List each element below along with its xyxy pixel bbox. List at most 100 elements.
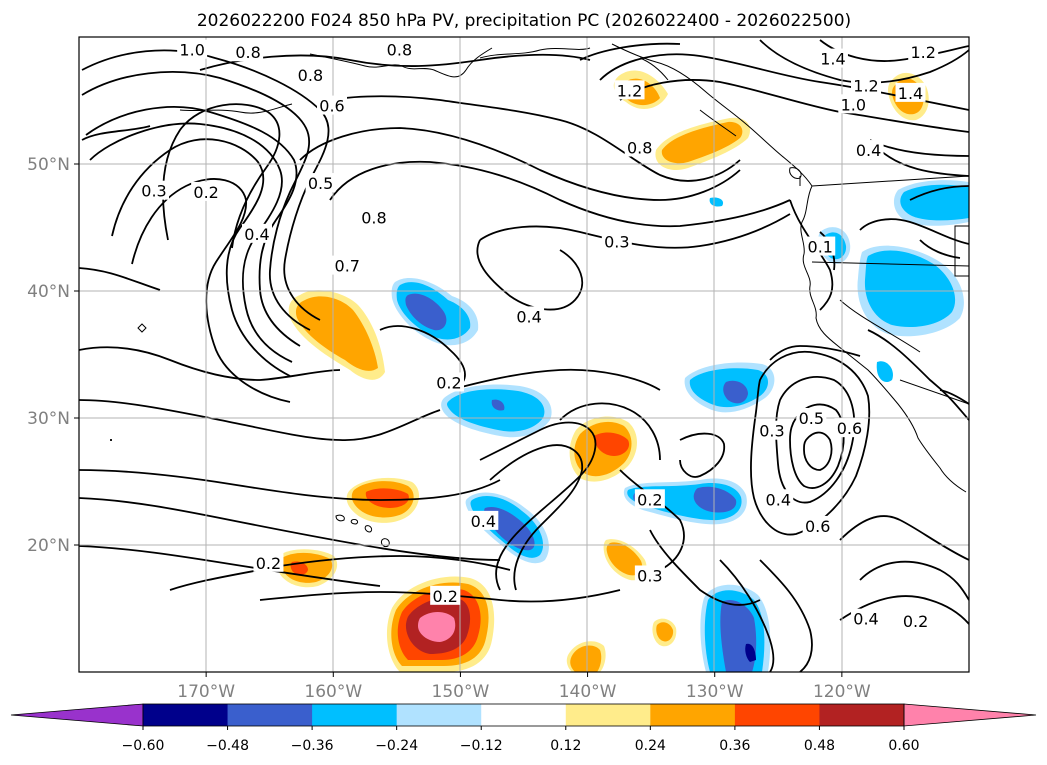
contour-label: 0.6 xyxy=(802,515,833,536)
map-frame xyxy=(78,36,970,673)
contour-label-text: 1.4 xyxy=(898,84,923,103)
contour-label: 0.2 xyxy=(900,611,931,631)
contour-label-halo xyxy=(624,137,655,157)
contour-label: 0.5 xyxy=(796,408,827,428)
colorbar-label: 0.24 xyxy=(635,738,666,754)
contour-label-halo xyxy=(805,236,836,256)
contour-label-halo xyxy=(601,231,632,251)
contour-label-halo xyxy=(763,489,794,509)
contour-label-text: 1.4 xyxy=(820,50,845,69)
precip-shading xyxy=(275,70,969,672)
precip-blob-11 xyxy=(569,416,637,482)
contour-label: 0.4 xyxy=(242,223,272,244)
colorbar-label: 0.48 xyxy=(804,738,835,754)
contour-label: 0.8 xyxy=(624,137,655,157)
contour-label: 1.0 xyxy=(177,39,208,60)
contour-label-text: 0.8 xyxy=(627,138,652,157)
contour-label: 0.3 xyxy=(139,180,170,201)
contour-label-halo xyxy=(514,306,545,326)
contour-label-text: 1.2 xyxy=(853,76,878,95)
contour-label: 0.4 xyxy=(468,510,499,531)
colorbar-extend-high xyxy=(903,703,1037,727)
precip-blob-21 xyxy=(491,197,893,411)
colorbar-segment xyxy=(565,704,651,726)
contour-label: 0.5 xyxy=(305,173,336,193)
x-tick-label: 170°W xyxy=(177,682,235,702)
contour-label-halo xyxy=(834,418,865,438)
contour-label-text: 0.5 xyxy=(799,409,824,428)
contour-label: 0.2 xyxy=(253,552,284,573)
colorbar-segment xyxy=(819,704,905,726)
contour-label: 0.2 xyxy=(430,585,461,606)
contour-label-text: 0.7 xyxy=(335,257,360,276)
colorbar-segment xyxy=(734,704,820,726)
colorbar-frame xyxy=(142,703,905,727)
contour-label-text: 0.3 xyxy=(759,422,784,441)
contour-label-halo xyxy=(177,39,208,59)
contour-label: 0.7 xyxy=(332,255,363,276)
contour-label-halo xyxy=(908,42,939,62)
contour-label-text: 0.3 xyxy=(141,182,166,201)
precip-blob-20 xyxy=(700,584,771,672)
y-tick-label: 50°N xyxy=(27,155,70,175)
colorbar-label: 0.60 xyxy=(888,738,919,754)
contour-label: 0.2 xyxy=(191,181,222,202)
contour-label-text: 0.5 xyxy=(308,174,333,193)
x-tick-label: 150°W xyxy=(432,682,490,702)
precip-blob-5 xyxy=(893,180,969,226)
contour-label-text: 0.4 xyxy=(471,512,496,531)
contour-label-text: 0.6 xyxy=(805,517,830,536)
map-background xyxy=(79,37,969,672)
contour-label: 1.2 xyxy=(851,75,882,95)
contour-label-halo xyxy=(233,42,264,62)
contour-label-text: 0.2 xyxy=(256,554,281,573)
contour-label-text: 0.1 xyxy=(808,238,833,257)
contour-label-text: 1.2 xyxy=(617,81,642,100)
y-tick-labels: 50°N 40°N 30°N 20°N xyxy=(27,155,79,556)
contour-label-halo xyxy=(317,95,348,115)
contour-label-halo xyxy=(796,408,827,427)
contour-label: 1.2 xyxy=(908,42,939,62)
contour-label-text: 0.8 xyxy=(361,208,386,227)
colorbar-segment xyxy=(143,704,229,726)
colorbar-extend-low xyxy=(10,703,144,727)
colorbar-label: −0.12 xyxy=(460,738,503,754)
contour-label: 1.0 xyxy=(838,94,869,114)
contour-label: 0.4 xyxy=(763,489,794,509)
colorbar-segment xyxy=(312,704,398,726)
colorbar-label: −0.60 xyxy=(122,738,165,754)
contour-label-halo xyxy=(332,255,363,275)
contour-label-text: 0.4 xyxy=(853,610,878,629)
contour-label-text: 0.6 xyxy=(319,97,344,116)
contour-label-text: 0.4 xyxy=(766,490,791,509)
precip-blob-1 xyxy=(288,290,385,380)
pv-contours xyxy=(79,39,969,672)
x-tick-labels: 170°W 160°W 150°W 140°W 130°W 120°W xyxy=(177,672,871,702)
y-tick-label: 40°N xyxy=(27,282,70,302)
contour-label: 0.2 xyxy=(634,489,665,509)
contour-label: 0.4 xyxy=(853,140,884,160)
x-tick-label: 120°W xyxy=(813,682,871,702)
colorbar-label: 0.12 xyxy=(550,738,581,754)
contour-label-text: 1.2 xyxy=(911,43,936,62)
x-tick-label: 160°W xyxy=(304,682,362,702)
colorbar-label: 0.36 xyxy=(719,738,750,754)
precip-blob-19 xyxy=(652,618,677,647)
contour-label: 0.8 xyxy=(233,42,264,62)
colorbar-segment xyxy=(650,704,736,726)
contour-label-halo xyxy=(242,223,272,243)
chart-title: 2026022200 F024 850 hPa PV, precipitatio… xyxy=(197,11,851,31)
contour-label: 0.3 xyxy=(634,565,665,585)
contour-label: 0.6 xyxy=(317,95,348,116)
contour-label-text: 0.8 xyxy=(387,41,412,60)
contour-label-text: 0.4 xyxy=(244,225,269,244)
contour-label-text: 0.2 xyxy=(436,373,461,392)
colorbar-segment xyxy=(481,704,567,726)
colorbar: −0.60 −0.48 −0.36 −0.24 −0.12 0.12 0.24 0.36 0.4… xyxy=(10,703,1037,754)
contour-label-halo xyxy=(295,65,326,85)
contour-label-halo xyxy=(634,565,665,585)
contour-label-text: 0.4 xyxy=(516,307,541,326)
contour-labels: 1.0 0.8 0.8 0.8 0.6 0.3 0.2 0.5 0.4 0.8 0.7 1.2 0.8 1… xyxy=(139,39,939,631)
y-tick-label: 20°N xyxy=(27,536,70,556)
